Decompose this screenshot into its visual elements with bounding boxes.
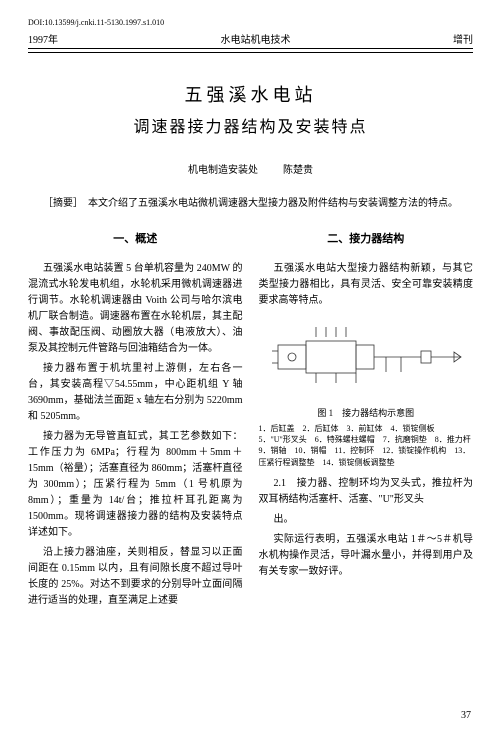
left-column: 一、概述 五强溪水电站装置 5 台单机容量为 240MW 的混流式水轮发电机组，…	[28, 231, 243, 613]
section-1-title: 一、概述	[28, 231, 243, 249]
left-p2: 接力器布置于机坑里衬上游侧，左右各一台，其安装高程▽54.55mm，中心距机组 …	[28, 361, 243, 425]
servo-diagram-icon	[266, 317, 466, 397]
left-p4: 沿上接力器油座，关则相反，替显习以正面间距在 0.15mm 以内，且有间隙长度不…	[28, 545, 243, 609]
left-p1: 五强溪水电站装置 5 台单机容量为 240MW 的混流式水轮发电机组，水轮机采用…	[28, 261, 243, 357]
abstract: ［摘要］ 本文介绍了五强溪水电站微机调速器大型接力器及附件结构与安装调整方法的特…	[28, 196, 473, 211]
sub-title: 调速器接力器结构及安装特点	[28, 113, 473, 137]
author-dept: 机电制造安装处	[188, 165, 258, 176]
right-p2: 出。	[259, 512, 474, 528]
figure-1-legend: 1．后缸盖 2．后缸体 3．前缸体 4．锁锭侧板 5．"U"形叉头 6．特殊螺柱…	[259, 423, 474, 468]
author-line: 机电制造安装处 陈楚贵	[28, 161, 473, 176]
header-rule	[28, 51, 473, 53]
right-p1: 五强溪水电站大型接力器结构新颖，与其它类型接力器相比，具有灵活、安全可靠安装精度…	[259, 261, 474, 309]
header-journal: 水电站机电技术	[221, 31, 291, 46]
page-number: 37	[461, 710, 471, 721]
figure-1	[259, 315, 474, 400]
header-row: 1997年 水电站机电技术 增刊	[28, 31, 473, 49]
header-year: 1997年	[28, 31, 58, 46]
section-2-title: 二、接力器结构	[259, 231, 474, 249]
content-columns: 一、概述 五强溪水电站装置 5 台单机容量为 240MW 的混流式水轮发电机组，…	[28, 231, 473, 613]
doi-text: DOI:10.13599/j.cnki.11-5130.1997.s1.010	[28, 18, 473, 27]
right-p3: 实际运行表明，五强溪水电站 1＃～5＃机导水机构操作灵活，导叶漏水量小，并得到用…	[259, 532, 474, 580]
figure-1-caption: 图 1 接力器结构示意图	[259, 406, 474, 420]
author-name: 陈楚贵	[283, 165, 313, 176]
right-column: 二、接力器结构 五强溪水电站大型接力器结构新颖，与其它类型接力器相比，具有灵活、…	[259, 231, 474, 613]
subsection-2-1: 2.1 接力器、控制环均为叉头式，推拉杆为双耳柄结构活塞杆、活塞、"U"形叉头	[259, 476, 474, 508]
header-issue: 增刊	[453, 31, 473, 46]
left-p3: 接力器为无导管直缸式，其工艺参数如下：工作压力为 6MPa；行程为 800mm＋…	[28, 429, 243, 541]
main-title: 五强溪水电站	[28, 81, 473, 107]
